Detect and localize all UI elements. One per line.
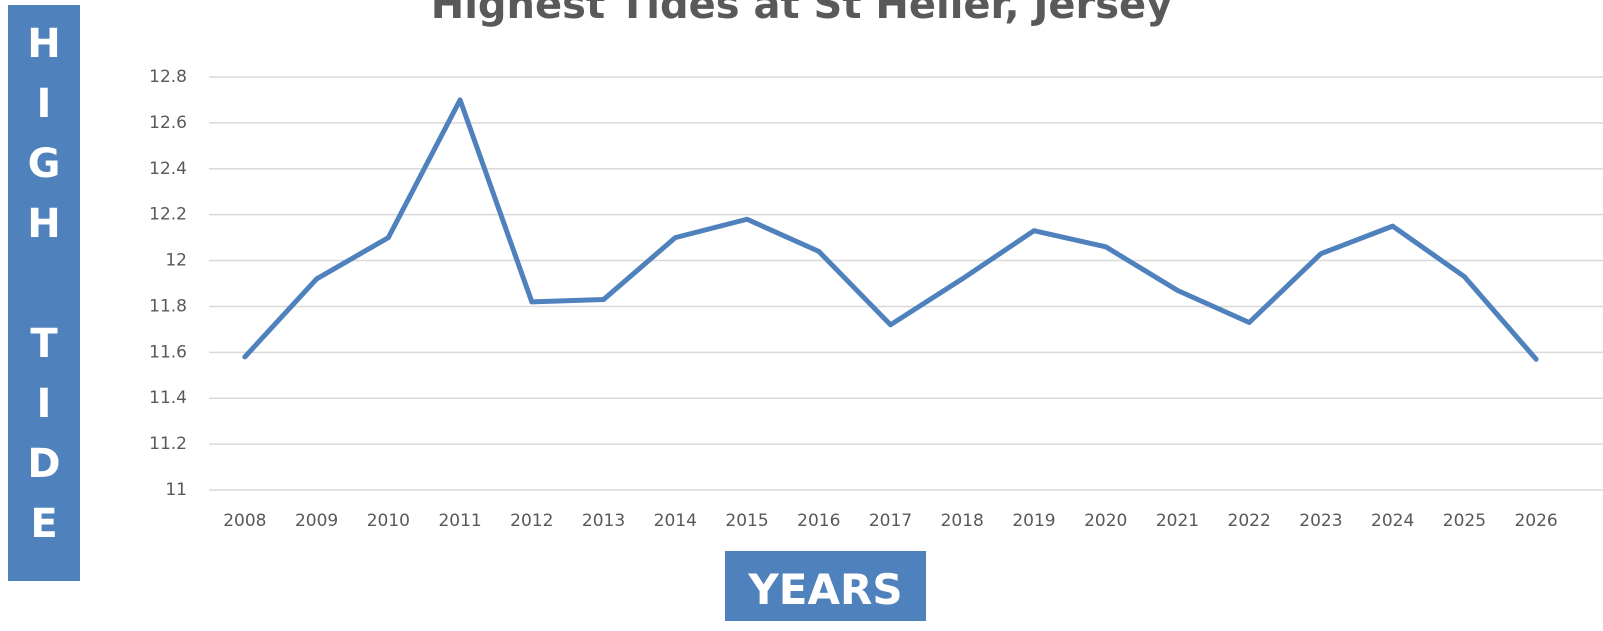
x-tick-label: 2026 [1514, 511, 1557, 531]
x-tick-label: 2009 [295, 511, 338, 531]
x-tick-label: 2017 [869, 511, 912, 531]
y-tick-label: 12.2 [149, 205, 187, 225]
x-tick-label: 2013 [582, 511, 625, 531]
chart-title: Highest Tides at St Helier, Jersey [430, 0, 1173, 28]
x-tick-label: 2025 [1443, 511, 1486, 531]
y-tick-label: 12 [165, 251, 187, 271]
y-tick-label: 11.8 [149, 296, 187, 316]
x-tick-label: 2014 [654, 511, 697, 531]
x-tick-label: 2021 [1156, 511, 1199, 531]
y-tick-label: 12.4 [149, 159, 187, 179]
x-tick-label: 2012 [510, 511, 553, 531]
x-tick-label: 2024 [1371, 511, 1414, 531]
y-tick-label: 12.6 [149, 113, 187, 133]
x-tick-label: 2020 [1084, 511, 1127, 531]
x-tick-label: 2022 [1228, 511, 1271, 531]
y-tick-label: 11.2 [149, 434, 187, 454]
y-tick-label: 12.8 [149, 67, 187, 87]
y-tick-label: 11.4 [149, 388, 187, 408]
x-tick-label: 2018 [941, 511, 984, 531]
x-tick-label: 2019 [1012, 511, 1055, 531]
y-tick-label: 11.6 [149, 342, 187, 362]
x-tick-label: 2008 [223, 511, 266, 531]
line [242, 97, 1539, 362]
x-tick-label: 2010 [367, 511, 410, 531]
x-tick-label: 2016 [797, 511, 840, 531]
x-tick-label: 2023 [1299, 511, 1342, 531]
y-axis-label: HIGH TIDE m [8, 5, 80, 631]
x-tick-label: 2015 [725, 511, 768, 531]
x-axis-label: YEARS [725, 551, 926, 621]
y-tick-label: 11 [165, 480, 187, 500]
x-tick-label: 2011 [438, 511, 481, 531]
